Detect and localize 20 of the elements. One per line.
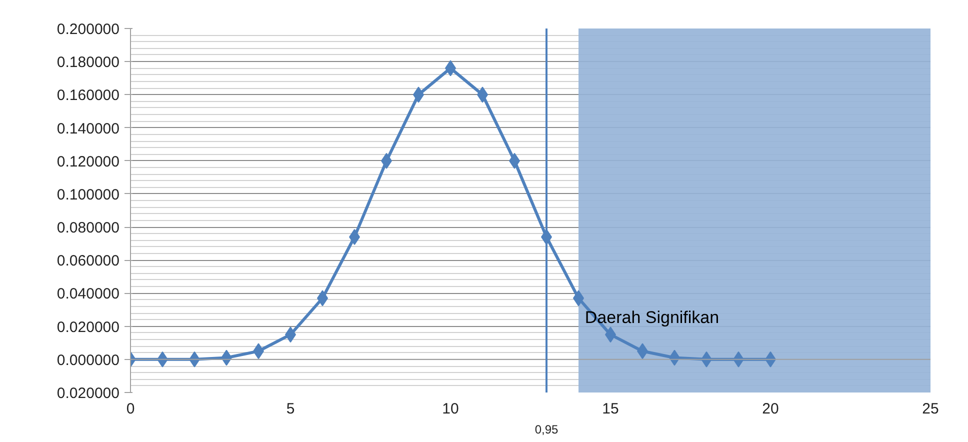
y-tick-label: 0.120000 <box>56 153 120 170</box>
y-tick-label: 0.020000 <box>56 318 120 336</box>
y-tick-label: 0.180000 <box>56 54 120 72</box>
x-tick-label: 0 <box>126 400 135 418</box>
y-tick-label: 0.020000 <box>56 385 120 402</box>
y-tick-label: 0.200000 <box>56 21 120 38</box>
y-tick-label: 0.040000 <box>56 286 120 303</box>
x-tick-label: 15 <box>602 400 619 418</box>
x-tick-label: 10 <box>442 400 459 418</box>
x-tick-label: 5 <box>286 400 295 418</box>
x-tick-label: 20 <box>762 400 779 418</box>
y-tick-label: 0.060000 <box>56 252 120 270</box>
y-tick-label: 0.000000 <box>56 352 120 369</box>
y-tick-label: 0.080000 <box>56 220 120 237</box>
y-tick-label: 0.160000 <box>56 87 120 104</box>
x-tick-label: 25 <box>922 400 939 418</box>
y-tick-label: 0.140000 <box>56 120 120 138</box>
text: 0,95 <box>534 422 559 436</box>
band-label: Daerah Signifikan <box>584 308 720 327</box>
y-tick-label: 0.100000 <box>56 186 120 204</box>
